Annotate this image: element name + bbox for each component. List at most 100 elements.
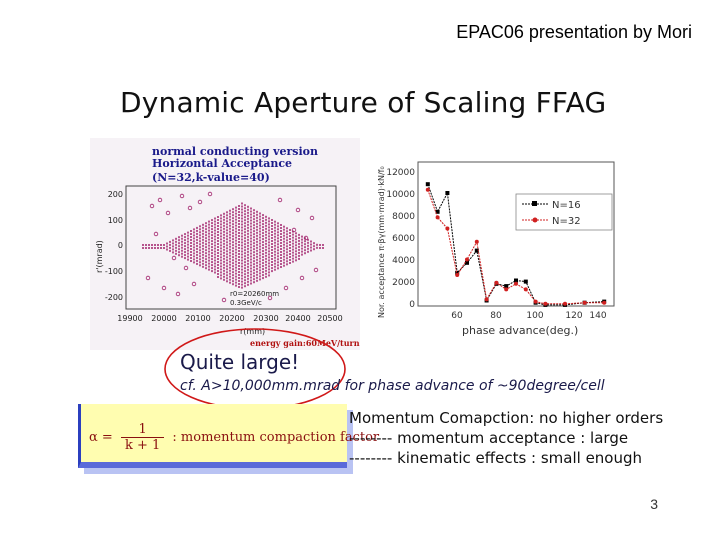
scatter-outlier (153, 231, 159, 237)
scatter-point (223, 251, 225, 254)
scatter-point (271, 249, 273, 251)
scatter-point (247, 229, 249, 232)
scatter-point (148, 244, 150, 246)
scatter-point (313, 248, 315, 251)
scatter-point (205, 243, 207, 246)
series-2-point (523, 287, 528, 292)
series-2-point (543, 301, 548, 306)
scatter-point (193, 228, 195, 231)
scatter-point (226, 277, 228, 280)
scatter-point (211, 264, 213, 267)
scatter-point (223, 266, 225, 269)
scatter-point (262, 277, 264, 280)
scatter-point (271, 219, 273, 221)
scatter-point (199, 252, 201, 255)
scatter-point (235, 248, 237, 251)
scatter-point (277, 249, 279, 252)
series-2-point (504, 287, 509, 292)
scatter-point (259, 212, 261, 215)
scatter-point (244, 207, 246, 210)
scatter-point (205, 222, 207, 225)
scatter-point (286, 260, 288, 263)
scatter-point (262, 220, 264, 223)
scatter-point (181, 234, 183, 237)
page-number: 3 (650, 496, 658, 512)
scatter-point (271, 267, 273, 270)
scatter-point (193, 234, 195, 237)
scatter-point (238, 274, 240, 276)
right-y-tick-8000: 8000 (392, 212, 415, 222)
scatter-point (262, 214, 264, 217)
scatter-outlier (191, 281, 197, 287)
scatter-point (211, 270, 213, 273)
scatter-point (181, 249, 183, 252)
scatter-point (232, 220, 234, 223)
scatter-point (253, 221, 255, 224)
scatter-point (229, 269, 231, 272)
scatter-point (295, 241, 297, 244)
scatter-point (247, 274, 249, 277)
scatter-point (223, 212, 225, 215)
scatter-point (232, 274, 234, 277)
scatter-point (283, 240, 285, 243)
scatter-point (274, 256, 276, 259)
scatter-point (298, 254, 300, 257)
scatter-point (220, 274, 222, 277)
scatter-point (256, 270, 258, 273)
scatter-point (289, 250, 291, 252)
scatter-point (208, 262, 210, 265)
scatter-point (235, 278, 237, 281)
scatter-point (187, 234, 189, 237)
caption-line-3: (N=32,k-value=40) (152, 171, 270, 184)
scatter-point (289, 241, 291, 243)
scatter-outlier (187, 205, 193, 211)
scatter-point (226, 250, 228, 253)
left-x-tick-20000: 20000 (151, 314, 176, 323)
scatter-point (259, 263, 261, 266)
scatter-point (178, 254, 180, 257)
scatter-point (247, 265, 249, 268)
scatter-point (235, 233, 237, 236)
scatter-point (283, 228, 285, 231)
scatter-point (232, 238, 234, 241)
left-y-tick-m100: -100 (105, 267, 123, 276)
scatter-point (154, 247, 156, 249)
left-x-tick-20200: 20200 (219, 314, 244, 323)
scatter-point (226, 220, 228, 223)
scatter-point (274, 226, 276, 229)
scatter-point (295, 256, 297, 259)
scatter-point (310, 240, 312, 243)
scatter-point (259, 248, 261, 251)
scatter-point (262, 268, 264, 271)
scatter-point (274, 235, 276, 238)
scatter-point (178, 248, 180, 251)
scatter-point (256, 261, 258, 264)
scatter-point (280, 236, 282, 238)
scatter-point (214, 241, 216, 244)
scatter-point (229, 224, 231, 227)
scatter-point (238, 229, 240, 231)
scatter-outlier (303, 235, 309, 241)
scatter-point (241, 208, 243, 211)
scatter-point (205, 252, 207, 255)
scatter-point (223, 239, 225, 242)
scatter-point (220, 253, 222, 256)
scatter-point (223, 245, 225, 248)
scatter-point (181, 240, 183, 243)
scatter-point (292, 245, 294, 248)
scatter-point (241, 247, 243, 250)
series-1-point (465, 260, 469, 265)
scatter-point (181, 237, 183, 240)
scatter-point (259, 233, 261, 236)
scatter-point (289, 244, 291, 246)
scatter-point (154, 244, 156, 246)
scatter-point (226, 244, 228, 247)
scatter-outlier (283, 285, 289, 291)
scatter-outlier (291, 227, 297, 233)
scatter-point (310, 246, 312, 249)
scatter-point (250, 246, 252, 249)
scatter-point (214, 232, 216, 235)
scatter-point (193, 255, 195, 258)
scatter-point (187, 249, 189, 252)
scatter-point (238, 217, 240, 219)
